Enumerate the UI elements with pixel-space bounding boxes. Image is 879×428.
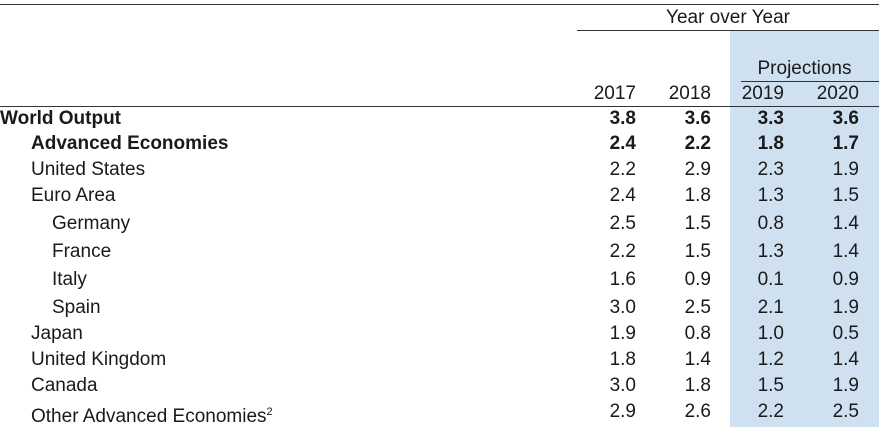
value-2018: 1.4 bbox=[684, 349, 711, 370]
value-2019: 2.2 bbox=[757, 401, 784, 422]
year-header-2017: 2017 bbox=[593, 83, 636, 104]
year-header-2018: 2018 bbox=[668, 83, 711, 104]
table-row: World Output 3.8 3.6 3.3 3.6 bbox=[0, 108, 879, 134]
value-2019: 1.3 bbox=[757, 185, 784, 206]
value-2017: 2.9 bbox=[609, 401, 636, 422]
top-rule bbox=[0, 4, 879, 5]
row-label: Japan bbox=[31, 323, 83, 344]
value-2020: 1.9 bbox=[832, 159, 859, 180]
value-2017: 2.2 bbox=[609, 241, 636, 262]
value-2020: 0.5 bbox=[832, 323, 859, 344]
value-2018: 2.2 bbox=[684, 133, 711, 154]
value-2017: 1.6 bbox=[609, 269, 636, 290]
value-2017: 2.4 bbox=[609, 133, 636, 154]
value-2020: 0.9 bbox=[832, 269, 859, 290]
table-row: Other Advanced Economies2 2.9 2.6 2.2 2.… bbox=[0, 401, 879, 427]
value-2019: 1.5 bbox=[757, 375, 784, 396]
row-label: Canada bbox=[31, 375, 98, 396]
year-over-year-rule bbox=[577, 30, 879, 31]
value-2017: 2.4 bbox=[609, 185, 636, 206]
row-label: United States bbox=[31, 159, 146, 180]
value-2019: 2.3 bbox=[757, 159, 784, 180]
table-row: Canada 3.0 1.8 1.5 1.9 bbox=[0, 375, 879, 401]
value-2017: 1.9 bbox=[609, 323, 636, 344]
row-label: Spain bbox=[52, 297, 101, 318]
table-row: Spain 3.0 2.5 2.1 1.9 bbox=[0, 297, 879, 323]
value-2020: 1.9 bbox=[832, 297, 859, 318]
year-over-year-title: Year over Year bbox=[666, 7, 790, 28]
year-header-2020: 2020 bbox=[816, 83, 859, 104]
value-2019: 0.1 bbox=[757, 269, 784, 290]
value-2020: 1.9 bbox=[832, 375, 859, 396]
value-2018: 2.6 bbox=[684, 401, 711, 422]
footnote-marker: 2 bbox=[266, 406, 273, 418]
value-2019: 1.3 bbox=[757, 241, 784, 262]
row-label: Germany bbox=[52, 213, 131, 234]
table-row: Japan 1.9 0.8 1.0 0.5 bbox=[0, 323, 879, 349]
value-2018: 1.5 bbox=[684, 241, 711, 262]
value-2018: 1.8 bbox=[684, 375, 711, 396]
row-label: Euro Area bbox=[31, 185, 116, 206]
value-2020: 1.4 bbox=[832, 241, 859, 262]
value-2018: 0.9 bbox=[684, 269, 711, 290]
value-2019: 1.8 bbox=[757, 133, 784, 154]
projections-rule bbox=[741, 81, 879, 82]
value-2017: 3.0 bbox=[609, 375, 636, 396]
header-rule bbox=[0, 106, 879, 107]
value-2018: 3.6 bbox=[684, 108, 711, 129]
table-row: Italy 1.6 0.9 0.1 0.9 bbox=[0, 269, 879, 295]
value-2018: 1.8 bbox=[684, 185, 711, 206]
table-row: Advanced Economies 2.4 2.2 1.8 1.7 bbox=[0, 133, 879, 159]
row-label-text: Other Advanced Economies bbox=[31, 406, 267, 427]
row-label: United Kingdom bbox=[31, 349, 167, 370]
value-2017: 3.0 bbox=[609, 297, 636, 318]
row-label: Advanced Economies bbox=[31, 133, 229, 154]
table-row: Germany 2.5 1.5 0.8 1.4 bbox=[0, 213, 879, 239]
table-row: United States 2.2 2.9 2.3 1.9 bbox=[0, 159, 879, 185]
value-2018: 0.8 bbox=[684, 323, 711, 344]
value-2018: 2.9 bbox=[684, 159, 711, 180]
projections-shading bbox=[730, 31, 879, 427]
projections-title: Projections bbox=[757, 58, 852, 79]
value-2020: 1.4 bbox=[832, 213, 859, 234]
value-2020: 1.5 bbox=[832, 185, 859, 206]
value-2017: 1.8 bbox=[609, 349, 636, 370]
value-2017: 3.8 bbox=[609, 108, 636, 129]
value-2020: 3.6 bbox=[832, 108, 859, 129]
row-label: Other Advanced Economies2 bbox=[0, 401, 273, 428]
year-header-2019: 2019 bbox=[741, 83, 784, 104]
value-2019: 3.3 bbox=[757, 108, 784, 129]
row-label: Italy bbox=[52, 269, 87, 290]
value-2019: 2.1 bbox=[757, 297, 784, 318]
row-label: France bbox=[52, 241, 112, 262]
value-2019: 0.8 bbox=[757, 213, 784, 234]
value-2018: 2.5 bbox=[684, 297, 711, 318]
row-label: World Output bbox=[0, 108, 122, 129]
value-2019: 1.2 bbox=[757, 349, 784, 370]
value-2020: 1.4 bbox=[832, 349, 859, 370]
value-2019: 1.0 bbox=[757, 323, 784, 344]
value-2017: 2.5 bbox=[609, 213, 636, 234]
table-row: France 2.2 1.5 1.3 1.4 bbox=[0, 241, 879, 267]
table-row: Euro Area 2.4 1.8 1.3 1.5 bbox=[0, 185, 879, 211]
value-2018: 1.5 bbox=[684, 213, 711, 234]
value-2017: 2.2 bbox=[609, 159, 636, 180]
table-row: United Kingdom 1.8 1.4 1.2 1.4 bbox=[0, 349, 879, 375]
value-2020: 2.5 bbox=[832, 401, 859, 422]
value-2020: 1.7 bbox=[832, 133, 859, 154]
